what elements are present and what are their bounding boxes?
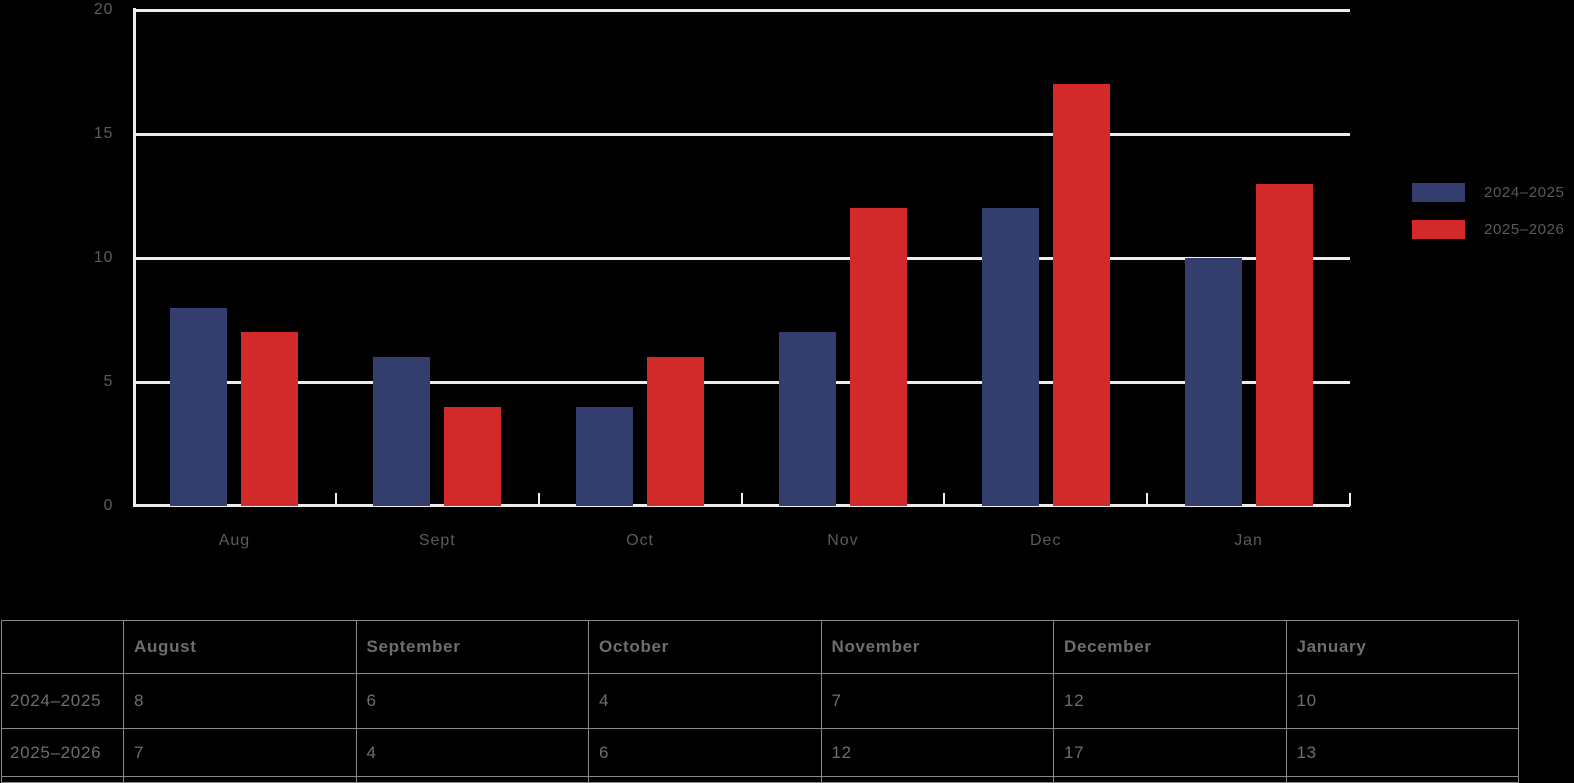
bar-aug-series2 bbox=[241, 332, 299, 506]
bar-group-dec bbox=[944, 10, 1147, 506]
grouped-bar-chart: 0 5 10 15 20 bbox=[0, 2, 1564, 550]
x-label-oct: Oct bbox=[626, 532, 654, 549]
legend-label-series1: 2024–2025 bbox=[1484, 184, 1565, 201]
x-axis-tick bbox=[537, 493, 540, 506]
chart-data-table: August September October November Decemb… bbox=[1, 620, 1519, 783]
x-label-aug: Aug bbox=[218, 532, 251, 549]
table-row-cutoff bbox=[1, 776, 1519, 783]
table-corner-cell bbox=[1, 620, 124, 674]
table-header-november: November bbox=[820, 620, 1054, 674]
y-tick-label-0: 0 bbox=[103, 497, 113, 514]
bar-nov-series2 bbox=[849, 208, 907, 506]
x-axis-tick bbox=[1349, 493, 1351, 506]
legend-label-series2: 2025–2026 bbox=[1484, 221, 1565, 238]
gridline-20 bbox=[133, 8, 1350, 12]
cell-2024-2025-august: 8 bbox=[123, 673, 357, 729]
bar-nov-series1 bbox=[778, 332, 836, 506]
cell-2025-2026-september: 4 bbox=[355, 728, 589, 777]
bar-aug-series1 bbox=[170, 307, 228, 506]
plot-area bbox=[133, 8, 1351, 507]
x-label-dec: Dec bbox=[1030, 532, 1062, 549]
cell-2025-2026-august: 7 bbox=[123, 728, 357, 777]
bar-oct-series2 bbox=[647, 357, 705, 506]
table-header-december: December bbox=[1053, 620, 1287, 674]
bar-jan-series2 bbox=[1255, 183, 1313, 506]
legend-swatch-series1 bbox=[1412, 183, 1465, 202]
cell-2024-2025-september: 6 bbox=[355, 673, 589, 729]
bar-dec-series2 bbox=[1052, 84, 1110, 506]
cell-2024-2025-november: 7 bbox=[820, 673, 1054, 729]
bar-sept-series2 bbox=[444, 406, 502, 506]
bar-group-jan bbox=[1147, 10, 1350, 506]
legend-item-2024-2025: 2024–2025 bbox=[1412, 183, 1564, 202]
gridline-15 bbox=[133, 132, 1350, 136]
table-row: 2024–2025 8 6 4 7 12 10 bbox=[1, 673, 1519, 729]
row-label-2025-2026: 2025–2026 bbox=[1, 728, 124, 777]
bar-group-oct bbox=[539, 10, 742, 506]
bar-group-sept bbox=[336, 10, 539, 506]
table-header-september: September bbox=[355, 620, 589, 674]
x-axis-tick bbox=[1146, 493, 1149, 506]
x-axis-tick bbox=[740, 493, 743, 506]
row-label-2024-2025: 2024–2025 bbox=[1, 673, 124, 729]
y-tick-label-20: 20 bbox=[93, 1, 113, 18]
gridline-10 bbox=[133, 256, 1350, 260]
bar-group-nov bbox=[741, 10, 944, 506]
x-label-jan: Jan bbox=[1234, 532, 1263, 549]
gridline-5 bbox=[133, 380, 1350, 384]
table-header-row: August September October November Decemb… bbox=[1, 620, 1519, 674]
bar-groups bbox=[133, 10, 1350, 506]
cell-2024-2025-january: 10 bbox=[1285, 673, 1519, 729]
y-tick-label-15: 15 bbox=[93, 125, 113, 142]
bar-sept-series1 bbox=[373, 357, 431, 506]
table-row: 2025–2026 7 4 6 12 17 13 bbox=[1, 728, 1519, 777]
legend: 2024–2025 2025–2026 bbox=[1412, 183, 1564, 257]
table-header-january: January bbox=[1285, 620, 1519, 674]
cell-2025-2026-october: 6 bbox=[588, 728, 822, 777]
y-axis-tick-labels: 0 5 10 15 20 bbox=[0, 2, 113, 514]
x-axis-tick bbox=[334, 493, 337, 506]
bar-group-aug bbox=[133, 10, 336, 506]
table-header-august: August bbox=[123, 620, 357, 674]
table-header-october: October bbox=[588, 620, 822, 674]
legend-swatch-series2 bbox=[1412, 220, 1465, 239]
bar-oct-series1 bbox=[576, 406, 634, 506]
x-axis-tick bbox=[943, 493, 946, 506]
x-axis-tick-labels: Aug Sept Oct Nov Dec Jan bbox=[133, 532, 1350, 550]
cell-2025-2026-november: 12 bbox=[820, 728, 1054, 777]
cell-2024-2025-october: 4 bbox=[588, 673, 822, 729]
cell-2024-2025-december: 12 bbox=[1053, 673, 1287, 729]
x-label-sept: Sept bbox=[418, 532, 456, 549]
y-axis-line bbox=[133, 8, 136, 507]
bar-jan-series1 bbox=[1184, 258, 1242, 506]
x-label-nov: Nov bbox=[827, 532, 859, 549]
cell-2025-2026-december: 17 bbox=[1053, 728, 1287, 777]
cell-2025-2026-january: 13 bbox=[1285, 728, 1519, 777]
y-tick-label-10: 10 bbox=[93, 249, 113, 266]
y-tick-label-5: 5 bbox=[103, 373, 113, 390]
legend-item-2025-2026: 2025–2026 bbox=[1412, 220, 1564, 239]
bar-dec-series1 bbox=[981, 208, 1039, 506]
